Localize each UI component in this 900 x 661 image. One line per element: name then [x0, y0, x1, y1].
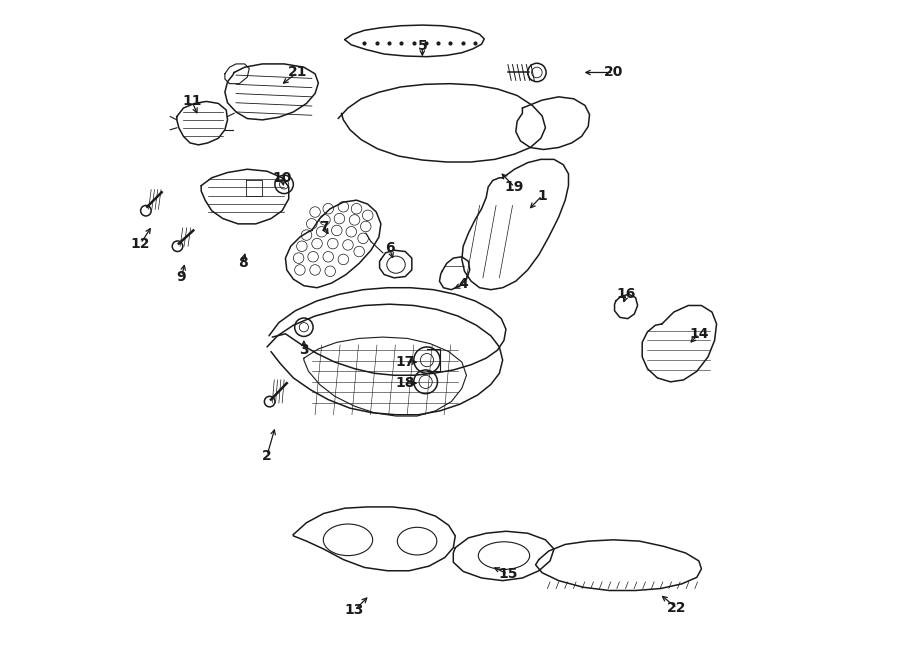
- Text: 5: 5: [418, 39, 428, 53]
- Text: 12: 12: [130, 237, 150, 251]
- Text: 18: 18: [395, 376, 415, 390]
- Text: 4: 4: [458, 278, 468, 292]
- Text: 7: 7: [319, 219, 328, 233]
- Text: 1: 1: [537, 188, 547, 202]
- Text: 8: 8: [238, 256, 248, 270]
- Text: 6: 6: [384, 241, 394, 255]
- Text: 9: 9: [176, 270, 186, 284]
- Text: 2: 2: [262, 449, 272, 463]
- Text: 20: 20: [604, 65, 623, 79]
- Text: 19: 19: [505, 180, 524, 194]
- Text: 21: 21: [287, 65, 307, 79]
- Text: 3: 3: [299, 343, 309, 357]
- Text: 16: 16: [616, 288, 636, 301]
- Text: 17: 17: [396, 355, 415, 369]
- Text: 15: 15: [499, 567, 517, 581]
- Text: 22: 22: [667, 602, 687, 615]
- Text: 14: 14: [689, 327, 708, 341]
- Text: 11: 11: [182, 95, 202, 108]
- Text: 10: 10: [273, 171, 292, 185]
- Text: 13: 13: [345, 603, 364, 617]
